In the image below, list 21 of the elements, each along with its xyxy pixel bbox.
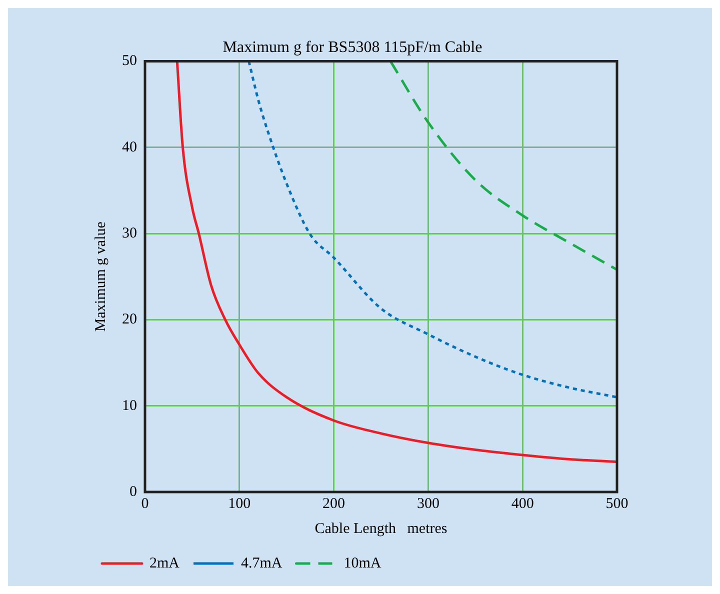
y-tick-label: 10 [122, 398, 137, 414]
y-tick-label: 0 [130, 484, 137, 500]
x-tick-label: 0 [141, 496, 149, 512]
y-tick-label: 30 [122, 225, 137, 242]
line-series [389, 61, 617, 271]
line-series [248, 61, 617, 398]
line-series [176, 61, 617, 464]
x-tick-label: 200 [322, 496, 346, 512]
y-tick-label: 20 [122, 312, 137, 328]
y-axis-title: Maximum g value [92, 221, 109, 332]
legend-label: 10mA [344, 555, 382, 572]
legend-label: 4.7mA [241, 555, 282, 572]
x-tick-label: 400 [511, 496, 534, 512]
legend-label: 2mA [150, 555, 180, 572]
y-tick-label: 50 [122, 53, 137, 70]
x-tick-label: 100 [228, 496, 251, 512]
x-tick-label: 500 [606, 496, 628, 512]
chart-title: Maximum g for BS5308 115pF/m Cable [222, 38, 482, 56]
x-tick-label: 300 [416, 496, 440, 512]
y-tick-label: 40 [122, 139, 137, 156]
x-axis-title: Cable Length metres [314, 520, 448, 537]
